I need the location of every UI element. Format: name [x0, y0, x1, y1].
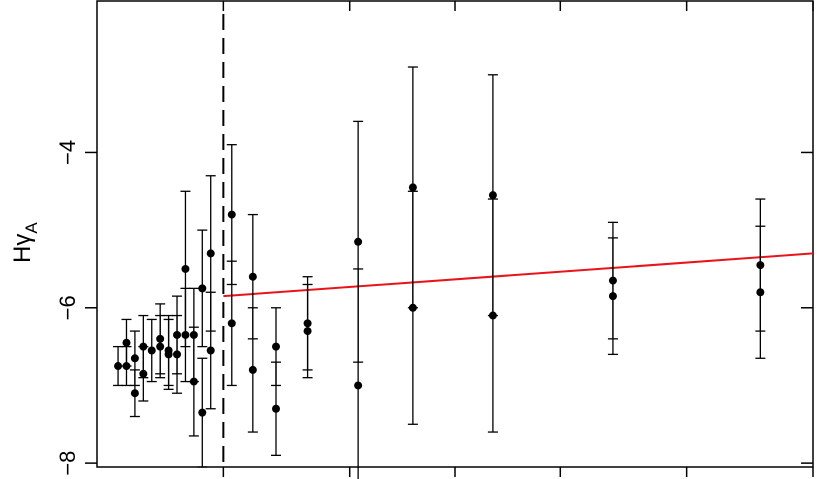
data-point	[130, 389, 139, 398]
data-point	[408, 303, 417, 312]
data-point	[408, 183, 417, 192]
data-point	[147, 346, 156, 355]
error-bars	[113, 66, 766, 479]
data-point	[488, 311, 497, 320]
data-point	[272, 342, 280, 351]
data-point	[173, 330, 182, 339]
data-point	[181, 330, 190, 339]
data-point	[303, 319, 312, 328]
fit-line	[223, 252, 814, 298]
data-point	[608, 276, 617, 285]
data-point	[488, 191, 497, 200]
y-axis-label-subscript: A	[22, 222, 41, 234]
data-point	[303, 327, 312, 336]
data-point	[272, 404, 280, 413]
data-point	[189, 330, 198, 339]
data-point	[181, 264, 190, 273]
data-point	[248, 365, 257, 374]
data-point	[756, 288, 765, 297]
data-point	[189, 377, 198, 386]
y-tick-label: −8	[55, 451, 80, 476]
y-tick-label: −6	[55, 295, 80, 320]
data-point	[139, 369, 148, 378]
data-point	[156, 342, 165, 351]
data-point	[156, 334, 165, 343]
y-axis-label: HγA	[9, 222, 41, 263]
y-axis-ticks: −8 −6 −4	[55, 140, 813, 476]
data-point	[164, 346, 173, 355]
data-point	[608, 292, 617, 301]
data-point	[139, 342, 148, 351]
data-point	[206, 346, 215, 355]
reference-lines	[222, 14, 814, 467]
data-point	[130, 354, 139, 363]
data-point	[122, 338, 131, 347]
data-point	[248, 272, 257, 281]
y-axis-label-main: Hγ	[9, 234, 36, 263]
data-point	[227, 210, 236, 219]
data-points	[114, 183, 765, 417]
plot-frame	[96, 0, 814, 468]
data-point	[354, 237, 363, 246]
data-point	[114, 362, 123, 371]
data-point	[206, 249, 215, 258]
y-tick-label: −4	[55, 140, 80, 165]
data-point	[756, 261, 765, 270]
data-point	[354, 381, 363, 390]
data-point	[227, 319, 236, 328]
data-point	[122, 362, 131, 371]
x-axis-ticks	[222, 1, 814, 477]
data-point	[198, 284, 207, 293]
data-point	[198, 408, 207, 417]
data-point	[173, 350, 182, 359]
